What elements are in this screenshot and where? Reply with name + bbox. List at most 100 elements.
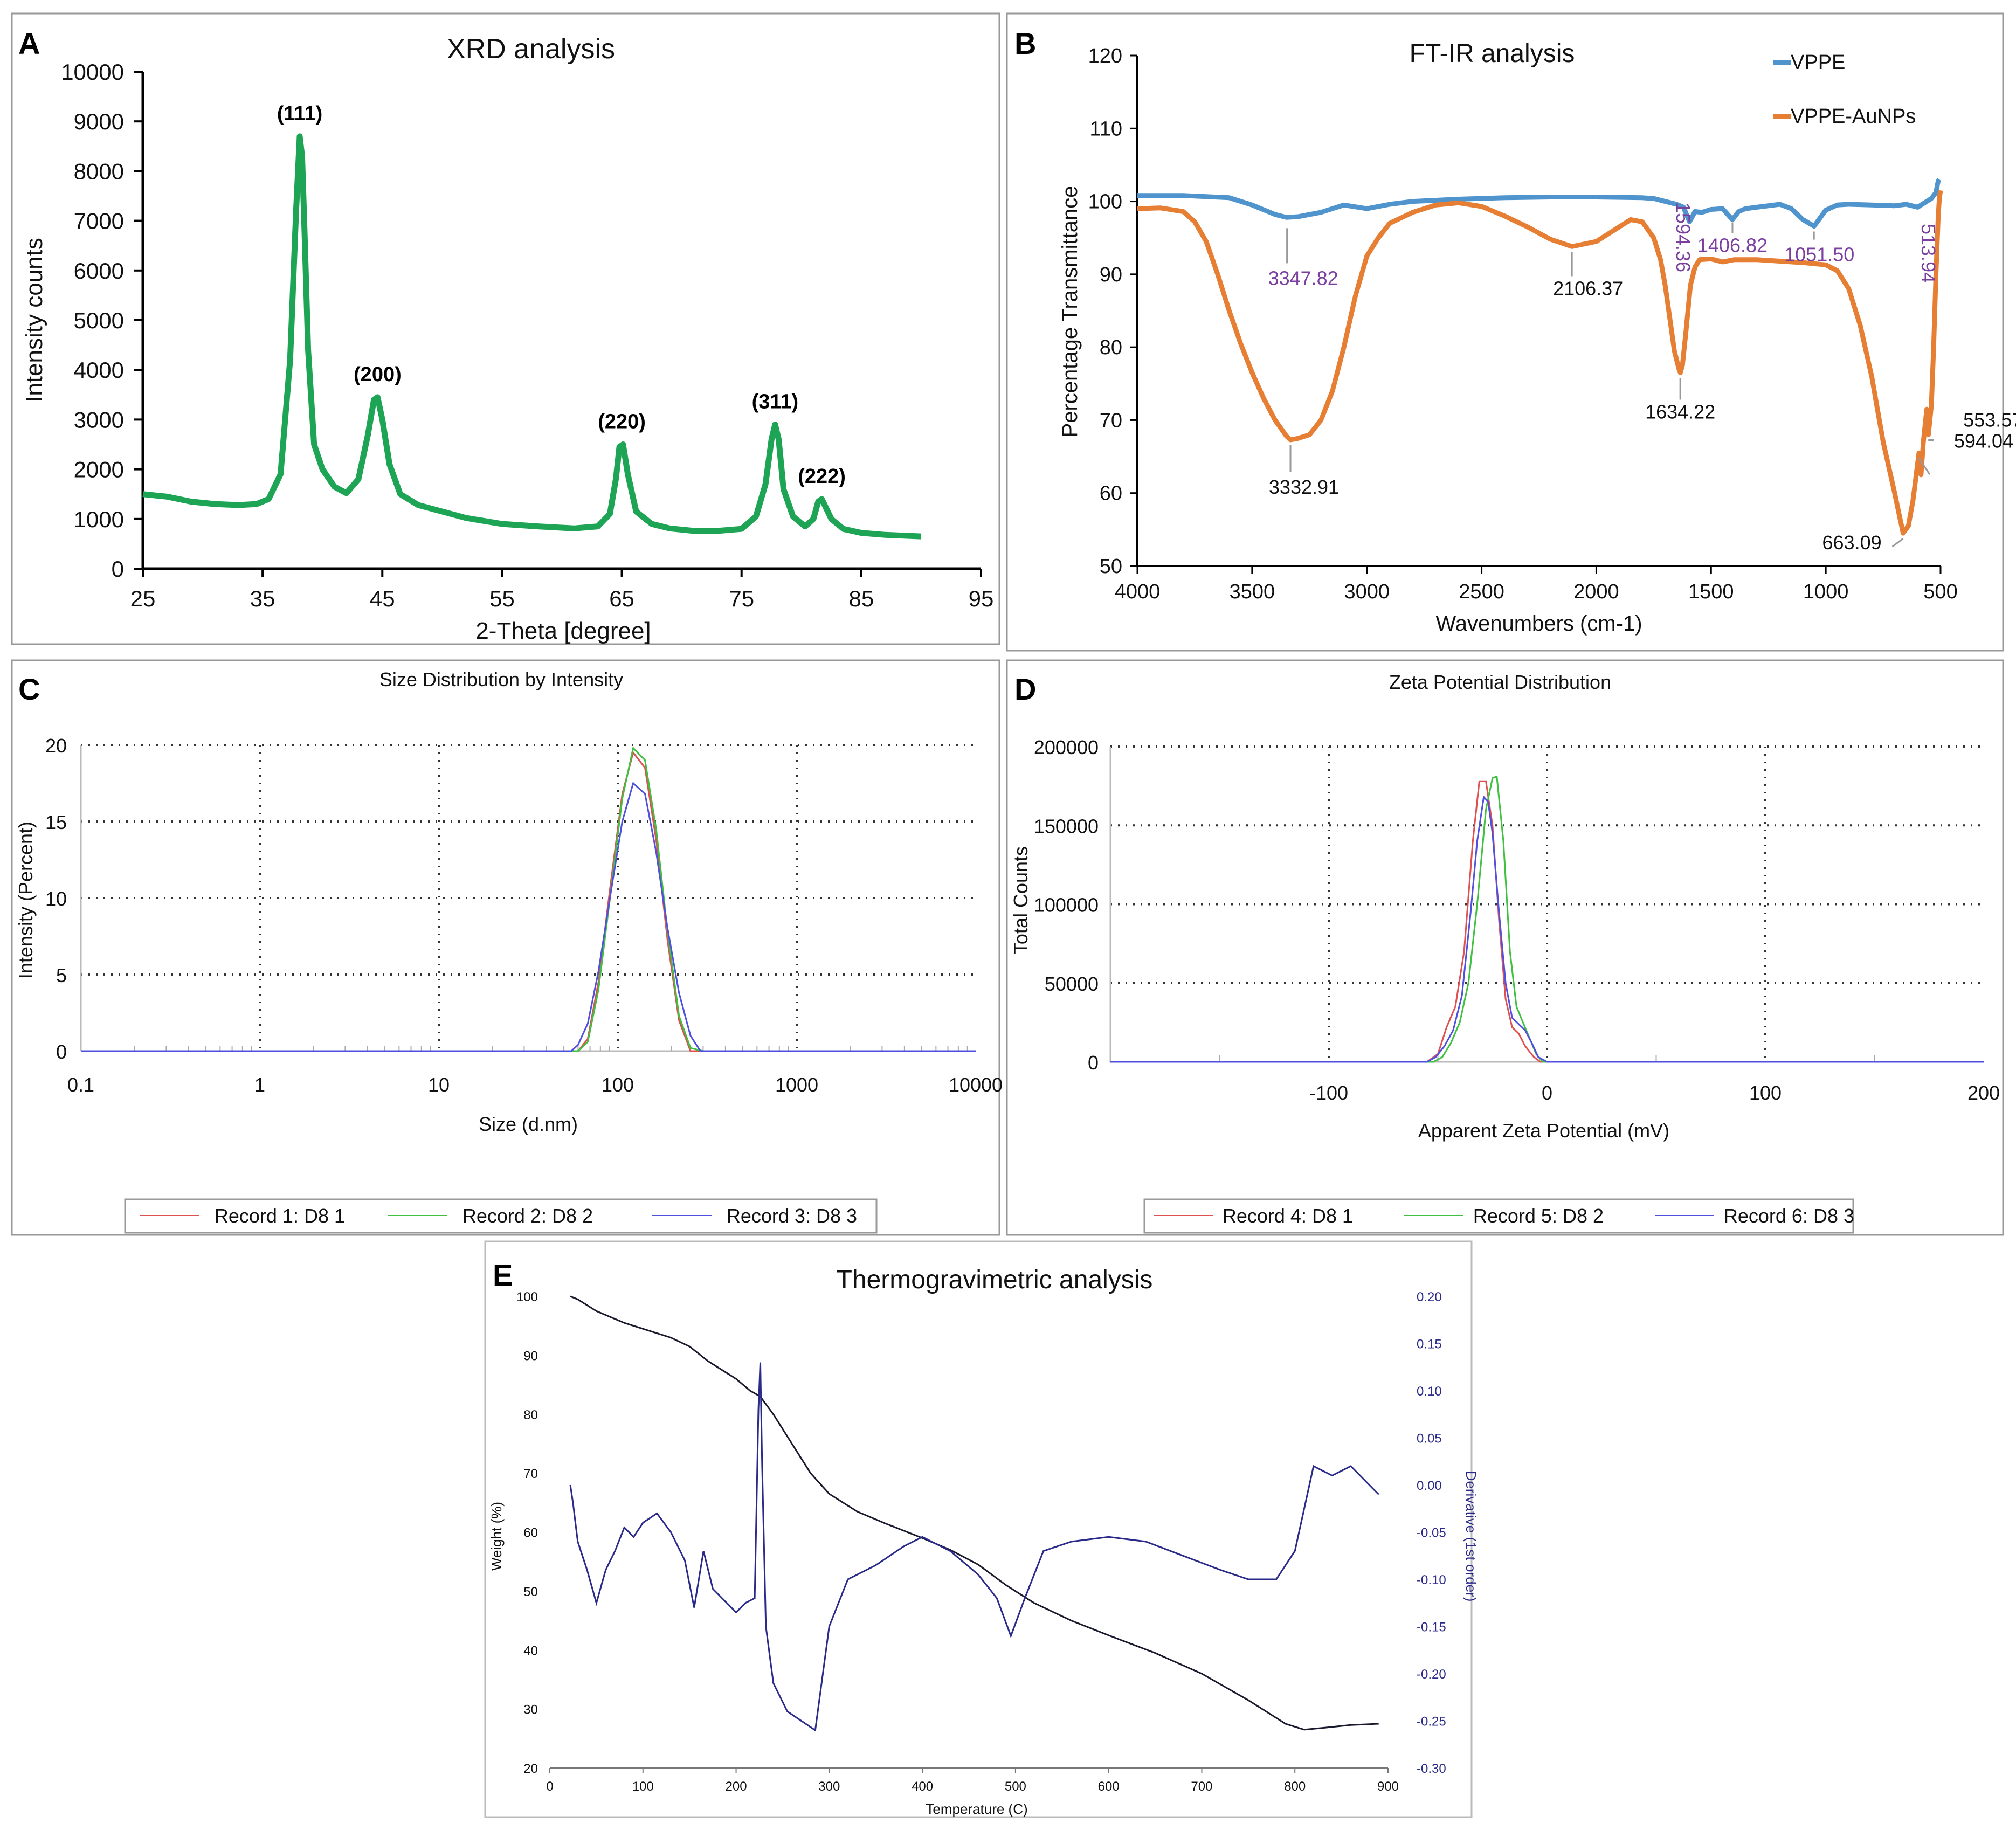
- ftir-x-label: Wavenumbers (cm-1): [1435, 612, 1642, 636]
- tga-y2-tick-label: 0.10: [1417, 1384, 1442, 1399]
- ftir-y-tick-label: 110: [1089, 118, 1122, 140]
- ftir-annotation-leader: [1891, 537, 1904, 548]
- ftir-annotation: 3347.82: [1268, 267, 1338, 289]
- zeta-x-tick-label: 0: [1542, 1082, 1552, 1104]
- panel-b-frame: [1006, 12, 2004, 652]
- ftir-series-line-vppe: [1137, 178, 1942, 229]
- xrd-pattern-line: [142, 133, 922, 540]
- ftir-annotation: 594.04: [1954, 430, 2013, 452]
- dls-x-tick-label: 1: [254, 1074, 265, 1096]
- dls-x-label: Size (d.nm): [479, 1113, 578, 1135]
- ftir-x-tick-label: 3000: [1344, 581, 1390, 603]
- xrd-peak-label: (311): [752, 391, 799, 413]
- xrd-x-tick-label: 65: [609, 586, 634, 611]
- ftir-y-tick-label: 60: [1100, 482, 1122, 505]
- ftir-y-label: Percentage Transmittance: [1058, 186, 1082, 438]
- tga-x-tick-label: 900: [1377, 1779, 1399, 1794]
- tga-x-tick-label: 100: [632, 1779, 654, 1794]
- xrd-peak-label: (222): [798, 465, 846, 488]
- zeta-x-tick-label: -100: [1309, 1082, 1348, 1104]
- tga-x-tick-label: 700: [1191, 1779, 1212, 1794]
- xrd-y-tick-label: 3000: [74, 407, 124, 432]
- tga-y-tick-label: 100: [516, 1290, 538, 1304]
- ftir-y-tick-label: 90: [1100, 264, 1122, 286]
- dls-y-tick-label: 15: [45, 811, 67, 833]
- tga-title: Thermogravimetric analysis: [837, 1266, 1153, 1294]
- tga-y2-label: Derivative (1st order): [1463, 1471, 1479, 1602]
- zeta-y-tick-label: 0: [1088, 1052, 1099, 1074]
- xrd-x-tick-label: 75: [729, 586, 754, 611]
- xrd-peak-label: (111): [277, 102, 323, 125]
- ftir-y-tick-label: 50: [1100, 555, 1122, 578]
- tga-x-tick-label: 300: [818, 1779, 840, 1794]
- xrd-y-tick-label: 2000: [74, 457, 124, 482]
- ftir-x-tick-label: 2500: [1459, 581, 1504, 603]
- zeta-legend-label: Record 5: D8 2: [1473, 1205, 1604, 1227]
- xrd-x-tick-label: 35: [250, 586, 275, 611]
- panel-c-letter: C: [18, 672, 40, 706]
- zeta-legend-label: Record 4: D8 1: [1223, 1205, 1353, 1227]
- tga-derivative-line: [569, 1362, 1379, 1732]
- ftir-annotation: 1634.22: [1645, 400, 1715, 423]
- dls-legend-label: Record 3: D8 3: [727, 1205, 857, 1227]
- xrd-y-tick-label: 5000: [74, 308, 124, 333]
- dls-legend-box: [124, 1198, 878, 1234]
- tga-y-tick-label: 40: [523, 1643, 538, 1658]
- dls-x-tick-label: 10: [428, 1074, 450, 1096]
- panel-c-frame: [11, 659, 1000, 1236]
- tga-y2-tick-label: -0.05: [1417, 1526, 1446, 1541]
- ftir-y-tick-label: 100: [1088, 191, 1122, 213]
- tga-y-tick-label: 50: [523, 1585, 538, 1599]
- ftir-annotation: 1594.36: [1672, 202, 1694, 272]
- xrd-x-tick-label: 25: [130, 586, 156, 611]
- xrd-x-tick-label: 55: [489, 586, 515, 611]
- ftir-x-tick-label: 4000: [1115, 581, 1161, 603]
- xrd-peak-label: (220): [598, 411, 646, 433]
- xrd-y-tick-label: 0: [112, 556, 124, 582]
- dls-legend-label: Record 1: D8 1: [215, 1205, 345, 1227]
- tga-x-label: Temperature (C): [926, 1801, 1027, 1817]
- panel-e-frame: [484, 1240, 1473, 1818]
- tga-x-tick-label: 400: [912, 1779, 933, 1794]
- tga-y-tick-label: 20: [523, 1762, 538, 1776]
- ftir-legend-label: VPPE: [1791, 51, 1845, 74]
- tga-y-label: Weight (%): [488, 1502, 505, 1571]
- tga-y2-tick-label: 0.20: [1417, 1290, 1442, 1304]
- dls-x-tick-label: 0.1: [67, 1074, 94, 1096]
- xrd-y-tick-label: 4000: [74, 357, 124, 383]
- tga-y2-tick-label: -0.25: [1417, 1715, 1446, 1729]
- tga-x-tick-label: 500: [1005, 1779, 1026, 1794]
- xrd-y-tick-label: 7000: [74, 209, 124, 234]
- dls-x-tick-label: 100: [602, 1074, 634, 1096]
- ftir-annotation-leader: [1918, 458, 1931, 475]
- xrd-x-tick-label: 45: [370, 586, 395, 611]
- zeta-legend-box: [1143, 1198, 1854, 1234]
- ftir-y-tick-label: 80: [1100, 336, 1122, 359]
- ftir-y-tick-label: 120: [1088, 45, 1122, 67]
- zeta-legend-label: Record 6: D8 3: [1724, 1205, 1854, 1227]
- ftir-annotation: 3332.91: [1269, 476, 1339, 498]
- xrd-y-tick-label: 8000: [74, 158, 124, 184]
- ftir-x-tick-label: 500: [1923, 581, 1957, 603]
- zeta-y-label: Total Counts: [1010, 846, 1032, 954]
- panel-a-letter: A: [18, 26, 40, 60]
- tga-y2-tick-label: 0.05: [1417, 1432, 1442, 1446]
- dls-series-line-2: [81, 746, 976, 1052]
- tga-y2-tick-label: 0.15: [1417, 1337, 1442, 1352]
- zeta-title: Zeta Potential Distribution: [1389, 671, 1611, 693]
- panel-d-frame: [1006, 659, 2004, 1236]
- ftir-annotation: 1051.50: [1784, 244, 1854, 266]
- tga-x-tick-label: 0: [546, 1779, 553, 1794]
- dls-x-tick-label: 1000: [775, 1074, 818, 1096]
- tga-y2-tick-label: 0.00: [1417, 1479, 1442, 1493]
- tga-x-tick-label: 600: [1098, 1779, 1120, 1794]
- ftir-annotation: 513.94: [1917, 224, 1939, 283]
- dls-y-label: Intensity (Percent): [15, 821, 37, 979]
- ftir-annotation: 1406.82: [1697, 234, 1768, 256]
- ftir-x-tick-label: 3500: [1230, 581, 1275, 603]
- xrd-y-label: Intensity counts: [21, 238, 47, 403]
- tga-y2-tick-label: -0.30: [1417, 1762, 1446, 1776]
- tga-weight-line: [570, 1295, 1379, 1731]
- xrd-title: XRD analysis: [447, 33, 615, 65]
